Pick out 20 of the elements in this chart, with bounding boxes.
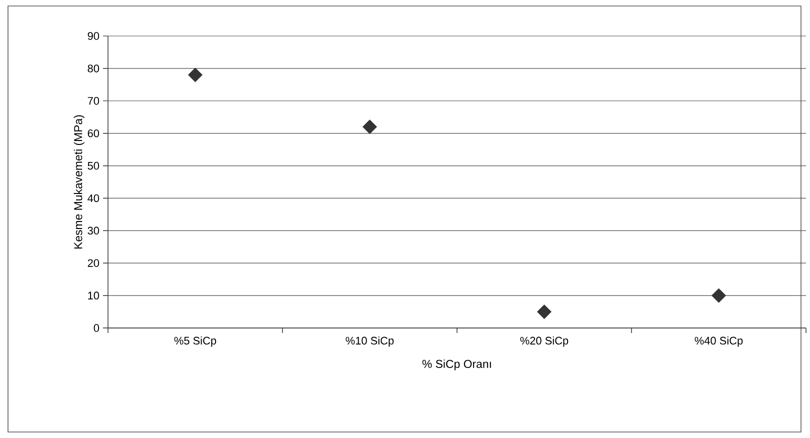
x-tick-label: %5 SiCp bbox=[174, 336, 216, 347]
point bbox=[188, 68, 203, 82]
y-tick-label: 70 bbox=[88, 97, 100, 105]
y-tick-label: 10 bbox=[88, 292, 100, 300]
y-tick-label: 80 bbox=[88, 64, 100, 72]
x-tick-label: %20 SiCp bbox=[520, 336, 568, 347]
x-tick-label: %40 SiCp bbox=[694, 336, 743, 347]
x-axis-title: % SiCp Oranı bbox=[422, 360, 491, 370]
point bbox=[711, 288, 726, 303]
point bbox=[362, 120, 378, 134]
y-tick-label: 0 bbox=[94, 324, 100, 332]
y-axis-title: Kesme Mukavemeti (MPa) bbox=[74, 115, 84, 249]
y-tick-label: 40 bbox=[88, 194, 100, 202]
x-tick-label: %10 SiCp bbox=[346, 336, 394, 347]
y-tick-label: 30 bbox=[88, 226, 100, 235]
y-tick-label: 90 bbox=[88, 32, 100, 40]
point bbox=[536, 304, 552, 320]
y-tick-label: 50 bbox=[88, 162, 100, 170]
y-tick-label: 20 bbox=[88, 259, 100, 267]
y-tick-label: 60 bbox=[88, 129, 100, 138]
